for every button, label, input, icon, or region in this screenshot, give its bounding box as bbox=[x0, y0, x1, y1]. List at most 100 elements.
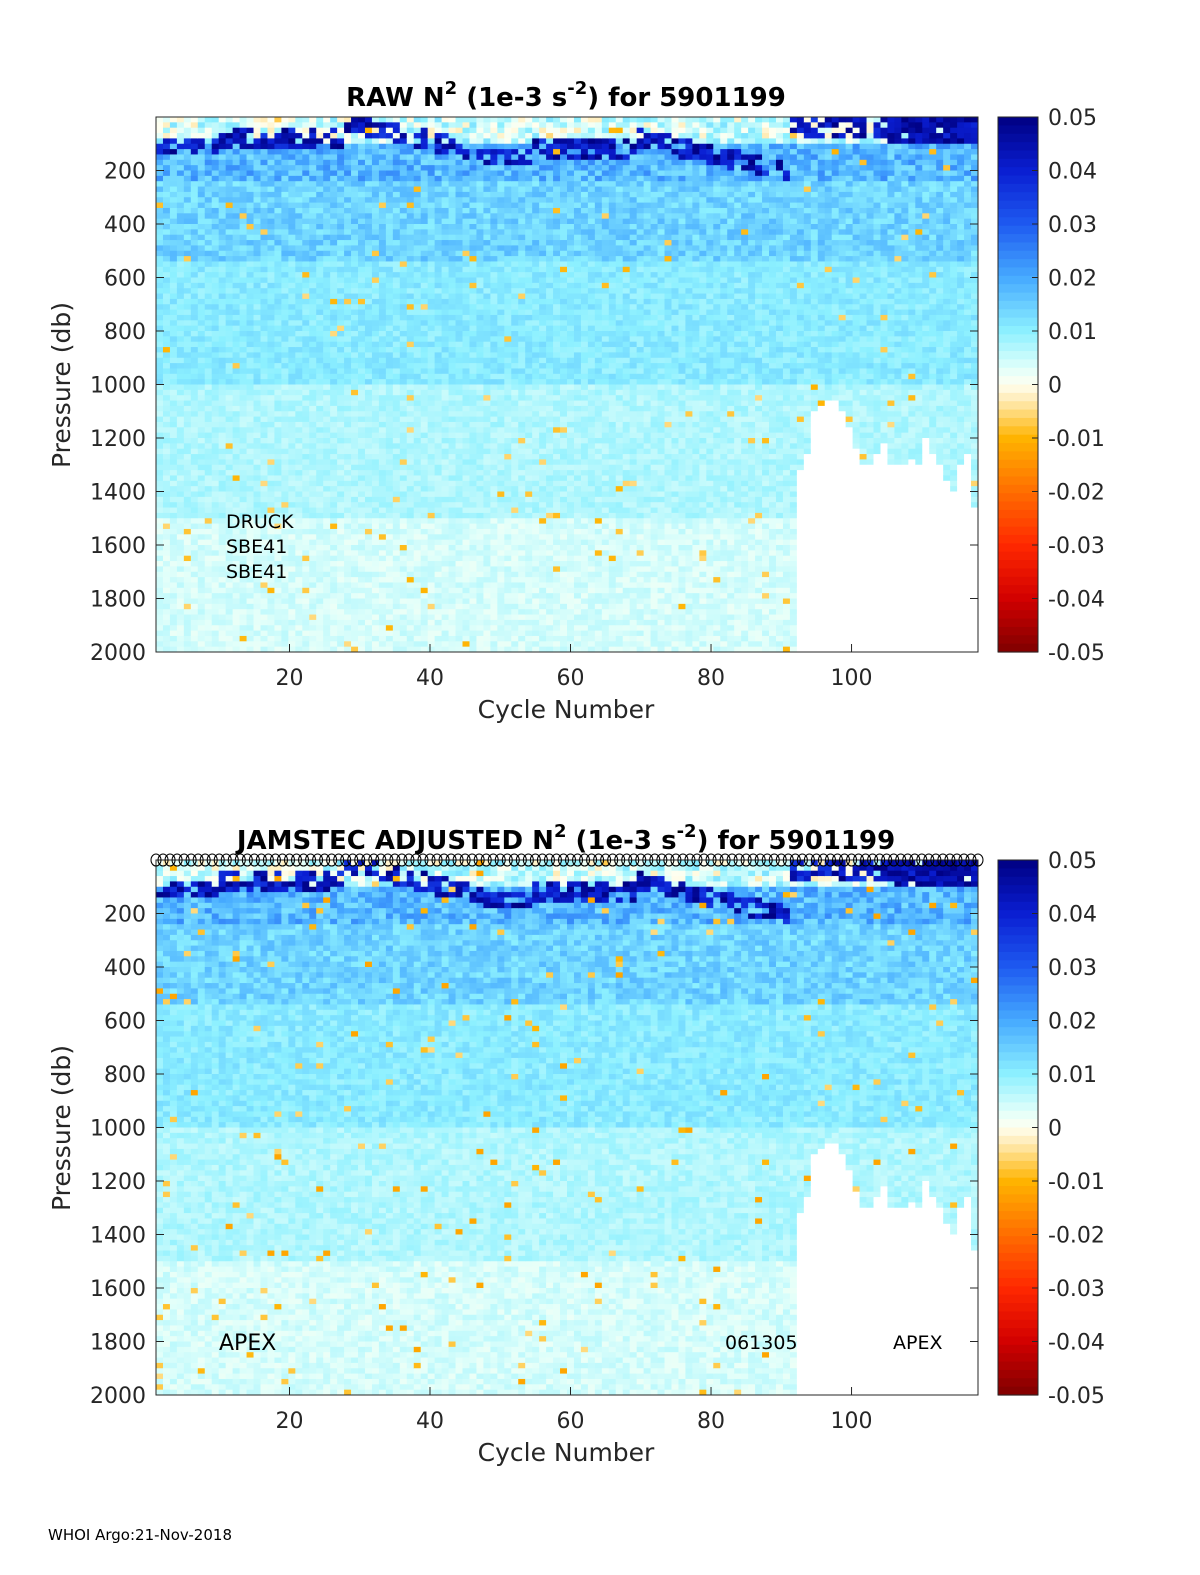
heatmap-cell bbox=[226, 347, 233, 353]
heatmap-cell bbox=[198, 615, 205, 621]
heatmap-cell bbox=[184, 545, 191, 551]
heatmap-cell bbox=[205, 481, 212, 487]
heatmap-cell bbox=[274, 187, 281, 193]
heatmap-cell bbox=[205, 411, 212, 417]
heatmap-cell bbox=[247, 245, 254, 251]
heatmap-cell bbox=[247, 593, 254, 599]
heatmap-cell bbox=[226, 171, 233, 177]
heatmap-cell bbox=[198, 390, 205, 396]
heatmap-cell bbox=[267, 593, 274, 599]
heatmap-cell bbox=[170, 401, 177, 407]
heatmap-cell bbox=[274, 192, 281, 198]
heatmap-cell bbox=[177, 604, 184, 610]
heatmap-cell bbox=[177, 219, 184, 225]
heatmap-cell bbox=[233, 261, 240, 267]
heatmap-cell bbox=[156, 347, 163, 353]
heatmap-cell bbox=[274, 171, 281, 177]
heatmap-cell bbox=[226, 288, 233, 294]
heatmap-cell bbox=[267, 502, 274, 508]
heatmap-cell bbox=[267, 336, 274, 342]
heatmap-cell bbox=[156, 358, 163, 364]
heatmap-cell bbox=[163, 604, 170, 610]
heatmap-cell bbox=[177, 251, 184, 257]
heatmap-cell bbox=[212, 508, 219, 514]
heatmap-cell bbox=[219, 625, 226, 631]
heatmap-cell bbox=[170, 577, 177, 583]
heatmap-cell bbox=[254, 363, 261, 369]
heatmap-cell bbox=[267, 459, 274, 465]
heatmap-cell bbox=[254, 427, 261, 433]
heatmap-cell bbox=[184, 508, 191, 514]
heatmap-cell bbox=[191, 395, 198, 401]
heatmap-cell bbox=[219, 342, 226, 348]
heatmap-cell bbox=[233, 267, 240, 273]
heatmap-cell bbox=[226, 379, 233, 385]
heatmap-cell bbox=[247, 470, 254, 476]
heatmap-cell bbox=[163, 149, 170, 155]
heatmap-cell bbox=[156, 449, 163, 455]
heatmap-cell bbox=[177, 283, 184, 289]
heatmap-cell bbox=[184, 133, 191, 139]
heatmap-cell bbox=[226, 390, 233, 396]
heatmap-cell bbox=[184, 240, 191, 246]
heatmap-cell bbox=[177, 203, 184, 209]
heatmap-cell bbox=[184, 529, 191, 535]
heatmap-cell bbox=[198, 427, 205, 433]
heatmap-cell bbox=[170, 117, 177, 123]
heatmap-cell bbox=[191, 566, 198, 572]
heatmap-cell bbox=[184, 438, 191, 444]
heatmap-cell bbox=[260, 336, 267, 342]
heatmap-cell bbox=[198, 208, 205, 214]
heatmap-cell bbox=[163, 588, 170, 594]
heatmap-cell bbox=[156, 545, 163, 551]
heatmap-cell bbox=[177, 433, 184, 439]
heatmap-cell bbox=[184, 219, 191, 225]
heatmap-cell bbox=[233, 149, 240, 155]
heatmap-cell bbox=[205, 352, 212, 358]
heatmap-cell bbox=[184, 577, 191, 583]
heatmap-cell bbox=[205, 187, 212, 193]
heatmap-cell bbox=[177, 347, 184, 353]
heatmap-cell bbox=[267, 582, 274, 588]
heatmap-cell bbox=[156, 459, 163, 465]
heatmap-cell bbox=[226, 358, 233, 364]
heatmap-cell bbox=[260, 588, 267, 594]
heatmap-cell bbox=[267, 224, 274, 230]
heatmap-cell bbox=[170, 540, 177, 546]
heatmap-cell bbox=[267, 443, 274, 449]
heatmap-cell bbox=[254, 502, 261, 508]
heatmap-cell bbox=[240, 417, 247, 423]
heatmap-cell bbox=[240, 465, 247, 471]
heatmap-cell bbox=[177, 288, 184, 294]
heatmap-cell bbox=[254, 625, 261, 631]
heatmap-cell bbox=[212, 390, 219, 396]
heatmap-cell bbox=[198, 160, 205, 166]
heatmap-cell bbox=[177, 133, 184, 139]
heatmap-cell bbox=[184, 636, 191, 642]
heatmap-cell bbox=[260, 599, 267, 605]
heatmap-cell bbox=[198, 219, 205, 225]
heatmap-cell bbox=[198, 213, 205, 219]
heatmap-cell bbox=[156, 261, 163, 267]
heatmap-cell bbox=[233, 465, 240, 471]
heatmap-cell bbox=[212, 144, 219, 150]
heatmap-cell bbox=[198, 342, 205, 348]
heatmap-cell bbox=[240, 203, 247, 209]
heatmap-cell bbox=[205, 272, 212, 278]
heatmap-cell bbox=[260, 144, 267, 150]
heatmap-cell bbox=[233, 347, 240, 353]
heatmap-cell bbox=[267, 165, 274, 171]
heatmap-cell bbox=[267, 154, 274, 160]
heatmap-cell bbox=[254, 604, 261, 610]
heatmap-cell bbox=[170, 615, 177, 621]
heatmap-cell bbox=[219, 481, 226, 487]
heatmap-cell bbox=[254, 358, 261, 364]
heatmap-cell bbox=[163, 219, 170, 225]
heatmap-cell bbox=[177, 406, 184, 412]
heatmap-cell bbox=[198, 192, 205, 198]
heatmap-cell bbox=[254, 352, 261, 358]
heatmap-cell bbox=[191, 154, 198, 160]
heatmap-cell bbox=[260, 620, 267, 626]
heatmap-cell bbox=[198, 443, 205, 449]
heatmap-cell bbox=[184, 251, 191, 257]
